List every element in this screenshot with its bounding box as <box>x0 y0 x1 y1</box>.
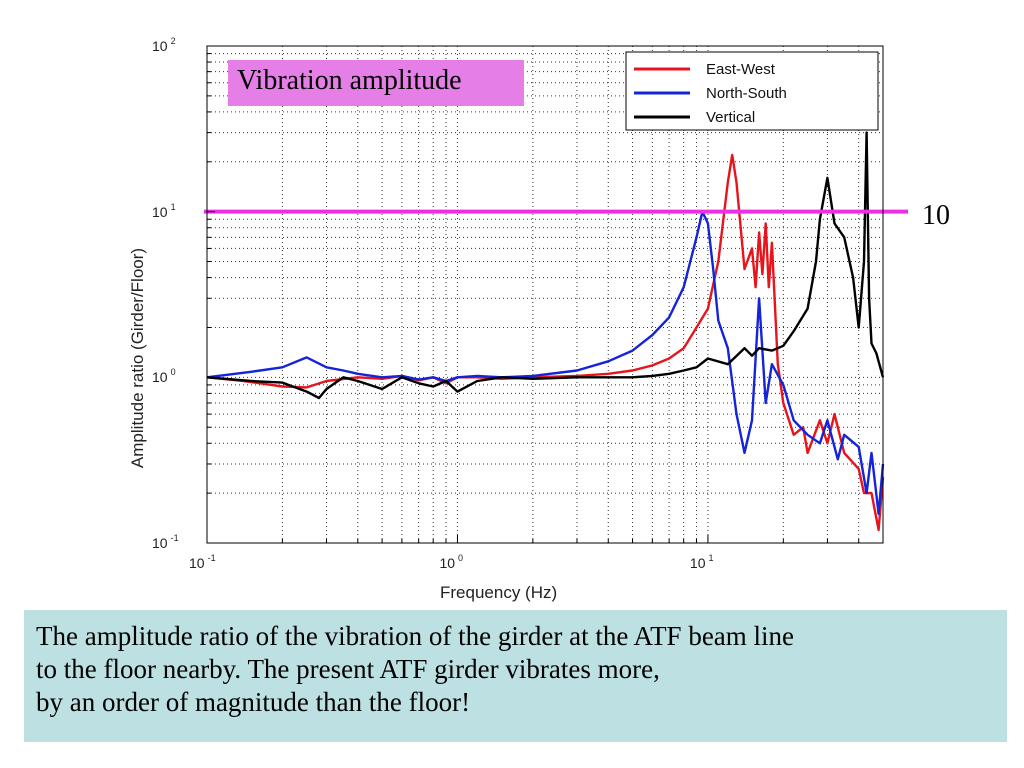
reference-line-label: 10 <box>922 200 950 231</box>
x-tick-label-base: 10 <box>439 555 456 571</box>
legend-label: East-West <box>706 61 776 78</box>
y-tick-label-exponent: 0 <box>170 367 176 378</box>
y-tick-label: 10 1 <box>152 202 176 220</box>
caption-line-2: to the floor nearby. The present ATF gir… <box>36 654 660 684</box>
y-tick-label: 10 2 <box>152 36 176 54</box>
series-line-north-south <box>206 210 885 515</box>
x-tick-label-exponent: 0 <box>458 553 464 563</box>
x-tick-label: 10 -1 <box>189 553 216 571</box>
chart-title-box: Vibration amplitude <box>228 60 524 106</box>
y-tick-label-exponent: 1 <box>170 201 176 212</box>
y-axis-label-text: Amplitude ratio (Girder/Floor) <box>128 247 147 469</box>
x-tick-label: 10 0 <box>439 553 463 571</box>
series-line-vertical <box>206 131 885 400</box>
y-tick-label: 10 -1 <box>152 533 179 551</box>
x-tick-label-exponent: 1 <box>708 553 714 563</box>
legend-label: Vertical <box>706 109 755 126</box>
y-tick-label-base: 10 <box>152 369 168 386</box>
legend: East-West North-South Vertical <box>625 51 879 131</box>
y-tick-label-base: 10 <box>152 38 168 54</box>
x-tick-label-exponent: -1 <box>207 553 216 563</box>
plot-frame <box>206 45 884 544</box>
tick-marks <box>207 53 860 543</box>
caption-line-1: The amplitude ratio of the vibration of … <box>36 621 795 651</box>
x-tick-label-base: 10 <box>189 555 205 571</box>
y-tick-label-base: 10 <box>152 203 168 220</box>
series-lines <box>206 131 885 532</box>
y-tick-label-exponent: -1 <box>170 533 179 543</box>
y-tick-label: 10 0 <box>152 367 176 385</box>
x-axis-label: Frequency (Hz) <box>440 583 558 602</box>
y-tick-label-exponent: 2 <box>170 36 176 46</box>
caption-line-3: by an order of magnitude than the floor! <box>36 687 471 717</box>
legend-label: North-South <box>706 85 787 102</box>
x-tick-label-base: 10 <box>689 555 706 571</box>
y-tick-label-base: 10 <box>152 535 168 551</box>
x-tick-label: 10 1 <box>690 553 714 571</box>
caption-box: The amplitude ratio of the vibration of … <box>24 610 1007 742</box>
